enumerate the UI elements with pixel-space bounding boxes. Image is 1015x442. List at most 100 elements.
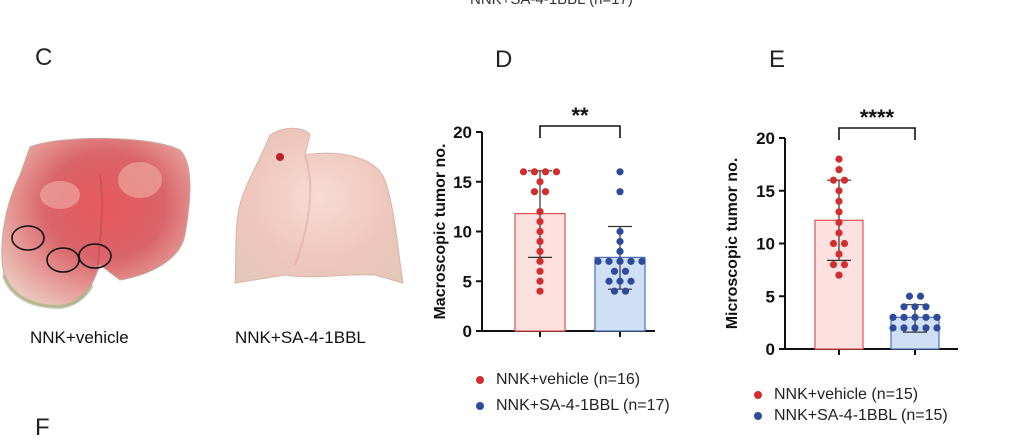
chart-d-data-point xyxy=(536,237,544,246)
chart-e-data-point xyxy=(905,292,914,300)
chart-e-data-point xyxy=(889,313,897,321)
chart-d-data-point xyxy=(536,287,544,295)
chart-e-data-point xyxy=(829,239,838,248)
chart-d-data-point xyxy=(616,277,624,285)
chart-d-data-point xyxy=(536,267,544,275)
chart-e-data-point xyxy=(835,166,843,174)
chart-d-data-point xyxy=(616,188,624,196)
legend-e-treated-label: NNK+SA-4-1BBL (n=15) xyxy=(774,407,948,424)
chart-e-y-tick-label: 5 xyxy=(766,287,775,306)
tumor-circle-3 xyxy=(78,243,112,269)
caption-treated: NNK+SA-4-1BBL xyxy=(235,328,366,347)
chart-e-data-point xyxy=(933,313,941,321)
chart-e-significance-stars: **** xyxy=(860,105,895,130)
chart-e-data-point xyxy=(922,303,930,311)
chart-d-y-tick-label: 15 xyxy=(453,173,472,192)
chart-d-data-point xyxy=(610,267,619,275)
chart-e-data-point xyxy=(835,250,843,258)
chart-d-data-point xyxy=(627,257,635,265)
legend-d-vehicle: NNK+vehicle (n=16) xyxy=(476,371,640,389)
chart-d-data-point xyxy=(536,277,544,285)
panel-e-label: E xyxy=(769,46,786,73)
chart-e-data-point xyxy=(900,303,908,311)
chart-e-data-point xyxy=(835,218,843,226)
panel-f-label: F xyxy=(35,414,50,441)
chart-d-data-point xyxy=(530,188,539,196)
chart-e-data-point xyxy=(835,208,843,216)
top-cut-caption: NNK+SA-4-1BBL (n=17) xyxy=(470,0,633,8)
chart-e-data-point xyxy=(829,176,838,184)
chart-d-data-point xyxy=(605,277,613,285)
chart-e-data-point xyxy=(835,187,843,195)
chart-e-data-point xyxy=(835,155,843,163)
legend-d-treated-dot xyxy=(476,402,484,410)
lung-photo-treated xyxy=(234,127,404,284)
chart-d-data-point xyxy=(541,168,550,176)
lung-photo-vehicle xyxy=(1,137,191,310)
tumor-circle-marks xyxy=(11,225,112,273)
chart-e-data-point xyxy=(835,197,843,205)
chart-e-data-point xyxy=(922,313,930,321)
chart-d-data-point xyxy=(627,277,635,285)
chart-d-data-point xyxy=(536,178,544,186)
chart-d-data-point xyxy=(616,168,624,176)
chart-d-data-point xyxy=(536,208,544,216)
chart-d-data-point xyxy=(638,257,646,265)
chart-d-data-point xyxy=(552,168,561,176)
chart-d-y-tick-label: 10 xyxy=(453,223,472,242)
chart-d-y-tick-label: 0 xyxy=(463,322,472,341)
legend-e-vehicle-dot xyxy=(754,391,762,399)
chart-e-data-point xyxy=(933,324,941,332)
chart-e-data-point xyxy=(922,324,930,332)
chart-e-data-point xyxy=(900,313,908,321)
legend-d-vehicle-label: NNK+vehicle (n=16) xyxy=(496,371,641,388)
chart-e-data-point xyxy=(916,292,925,300)
chart-e-data-point xyxy=(835,271,843,279)
chart-e-data-point xyxy=(835,229,843,237)
chart-d-data-point xyxy=(605,257,613,265)
tumor-circle-1 xyxy=(11,225,45,251)
chart-d-data-point xyxy=(616,257,624,265)
chart-d-significance-stars: ** xyxy=(571,103,589,128)
chart-d-y-tick-label: 5 xyxy=(463,272,472,291)
chart-d-significance-bracket xyxy=(539,125,621,138)
chart-d-y-tick-label: 20 xyxy=(453,123,472,142)
legend-e-vehicle-label: NNK+vehicle (n=15) xyxy=(774,386,919,403)
chart-e-data-point xyxy=(829,261,838,269)
chart-e-data-point xyxy=(911,324,919,332)
chart-e-y-tick-label: 0 xyxy=(766,340,775,359)
chart-d-data-point xyxy=(536,227,544,236)
chart-d-data-point xyxy=(536,257,544,265)
legend-e-treated: NNK+SA-4-1BBL (n=15) xyxy=(754,407,948,425)
chart-d-data-point xyxy=(594,257,602,265)
chart-d-data-point xyxy=(536,217,544,226)
chart-e-microscopic: 0 5 10 15 20 Microscopic tumor no. **** xyxy=(724,105,958,359)
chart-e-y-tick-label: 10 xyxy=(756,235,775,254)
chart-d-data-point xyxy=(530,168,539,176)
chart-d-data-point xyxy=(610,287,619,295)
chart-d-data-point xyxy=(541,188,550,196)
chart-e-data-point xyxy=(911,313,919,321)
chart-e-data-point xyxy=(840,261,849,269)
chart-d-y-axis-title: Macroscopic tumor no. xyxy=(432,143,449,319)
legend-d-treated: NNK+SA-4-1BBL (n=17) xyxy=(476,397,670,415)
chart-e-significance-bracket xyxy=(838,127,916,140)
chart-e-y-tick-label: 20 xyxy=(756,129,775,148)
chart-d-data-point xyxy=(616,237,624,246)
chart-e-y-axis-title: Microscopic tumor no. xyxy=(724,158,741,330)
panel-c-label: C xyxy=(35,44,53,71)
chart-d-data-point xyxy=(519,168,528,176)
legend-e-treated-dot xyxy=(754,412,762,420)
chart-d-data-point xyxy=(536,247,544,255)
chart-d-data-point xyxy=(616,247,624,255)
caption-vehicle: NNK+vehicle xyxy=(30,328,129,347)
chart-e-data-point xyxy=(840,239,849,248)
chart-d-data-point xyxy=(621,287,630,295)
chart-d-data-point xyxy=(621,267,630,275)
chart-d-data-point xyxy=(616,227,624,236)
panel-d-label: D xyxy=(495,46,513,73)
legend-d-vehicle-dot xyxy=(476,376,484,384)
legend-e-vehicle: NNK+vehicle (n=15) xyxy=(754,386,918,404)
legend-d-treated-label: NNK+SA-4-1BBL (n=17) xyxy=(496,397,670,414)
